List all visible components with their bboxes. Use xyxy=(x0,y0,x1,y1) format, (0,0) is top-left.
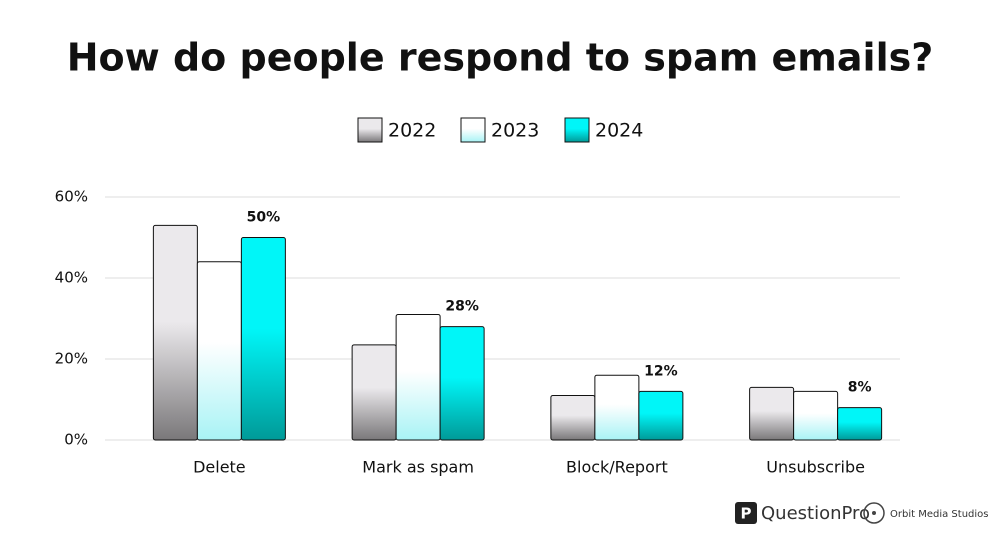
logo-questionpro: P QuestionPro xyxy=(735,502,870,524)
logo-glyph: P xyxy=(741,505,752,523)
y-tick-label: 60% xyxy=(55,188,88,206)
x-tick-label: Mark as spam xyxy=(362,458,474,477)
legend-label: 2023 xyxy=(491,120,539,142)
value-label: 50% xyxy=(247,210,281,226)
legend-swatch xyxy=(460,117,486,143)
logo-icon xyxy=(735,502,757,524)
x-tick-label: Block/Report xyxy=(566,458,668,477)
bar xyxy=(793,390,839,441)
bar xyxy=(594,374,640,441)
bar xyxy=(749,386,795,441)
bar xyxy=(351,344,397,441)
bar xyxy=(240,237,286,441)
x-tick-label: Unsubscribe xyxy=(766,458,865,477)
y-tick-label: 20% xyxy=(55,350,88,368)
legend-swatch xyxy=(357,117,383,143)
bar xyxy=(152,224,198,441)
logo-orbit: Orbit Media Studios xyxy=(863,502,988,524)
y-tick-label: 0% xyxy=(64,431,88,449)
logo-text: QuestionPro xyxy=(761,503,870,524)
bar xyxy=(395,313,441,441)
x-tick-label: Delete xyxy=(193,458,246,477)
legend-label: 2022 xyxy=(388,120,436,142)
logo-icon xyxy=(863,502,885,524)
y-tick-label: 40% xyxy=(55,269,88,287)
bar xyxy=(550,394,596,441)
value-label: 28% xyxy=(445,299,479,315)
bar xyxy=(196,261,242,441)
bar xyxy=(638,390,684,441)
legend-label: 2024 xyxy=(595,120,643,142)
chart-title: How do people respond to spam emails? xyxy=(67,36,934,80)
bar xyxy=(439,326,485,441)
legend-swatch xyxy=(564,117,590,143)
value-label: 12% xyxy=(644,363,678,379)
bar xyxy=(837,407,883,441)
logo-text: Orbit Media Studios xyxy=(890,509,988,520)
logo-icon xyxy=(872,511,876,515)
value-label: 8% xyxy=(848,380,872,396)
